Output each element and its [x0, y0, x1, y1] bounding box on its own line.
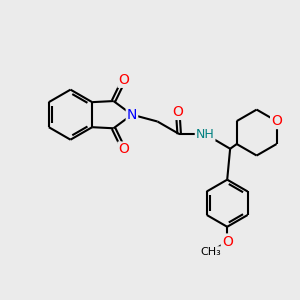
Text: N: N	[127, 108, 137, 122]
Text: NH: NH	[196, 128, 214, 140]
Text: O: O	[222, 235, 232, 248]
Text: O: O	[172, 105, 183, 119]
Text: O: O	[271, 114, 282, 128]
Text: O: O	[118, 142, 129, 157]
Text: CH₃: CH₃	[201, 247, 221, 257]
Text: O: O	[118, 73, 129, 87]
